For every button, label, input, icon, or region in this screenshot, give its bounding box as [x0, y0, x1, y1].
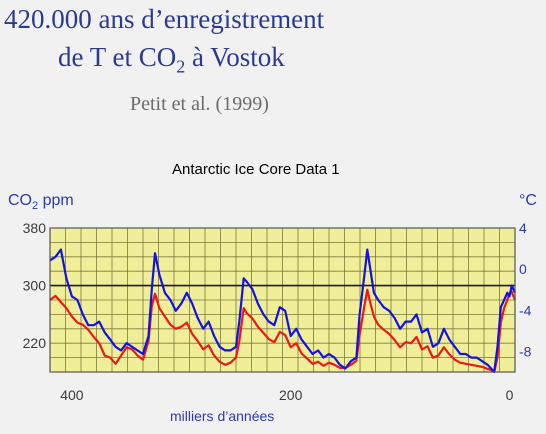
plot-frame: [49, 227, 516, 373]
right-tick-label: -8: [519, 343, 532, 359]
series-group: [49, 248, 517, 374]
left-tick-label: 300: [23, 278, 47, 294]
tick-labels: 220 300 380 4 0 -4 -8 400 200 0: [23, 220, 532, 403]
co2-series-line: [49, 248, 516, 374]
x-tick-label: 400: [60, 387, 84, 403]
right-tick-label: -4: [519, 302, 532, 318]
slide-title-line-2: de T et CO2 à Vostok: [58, 42, 285, 77]
left-tick-label: 220: [23, 335, 47, 351]
left-axis-unit-post: ppm: [38, 192, 74, 209]
left-axis-unit-pre: CO: [8, 192, 32, 209]
citation: Petit et al. (1999): [130, 93, 269, 115]
right-tick-label: 0: [519, 261, 527, 277]
x-axis-label: milliers d’années: [170, 408, 275, 424]
left-axis-unit-label: CO2 ppm: [8, 193, 74, 212]
x-tick-label: 200: [279, 387, 303, 403]
left-axis-unit-subscript: 2: [32, 200, 39, 213]
left-tick-label: 380: [23, 220, 47, 236]
plot-grid: [50, 228, 515, 372]
right-tick-label: 4: [519, 220, 527, 236]
title-line-2-pre: de T et CO: [58, 42, 177, 72]
title-line-2-post: à Vostok: [185, 42, 285, 72]
title-line-2-subscript: 2: [176, 56, 186, 77]
chart-title: Antarctic Ice Core Data 1: [172, 161, 340, 178]
slide-title-line-1: 420.000 ans d’enregistrement: [4, 4, 325, 34]
x-tick-label: 0: [506, 387, 514, 403]
right-axis-unit-label: °C: [519, 192, 537, 209]
temperature-series-line: [49, 288, 517, 374]
